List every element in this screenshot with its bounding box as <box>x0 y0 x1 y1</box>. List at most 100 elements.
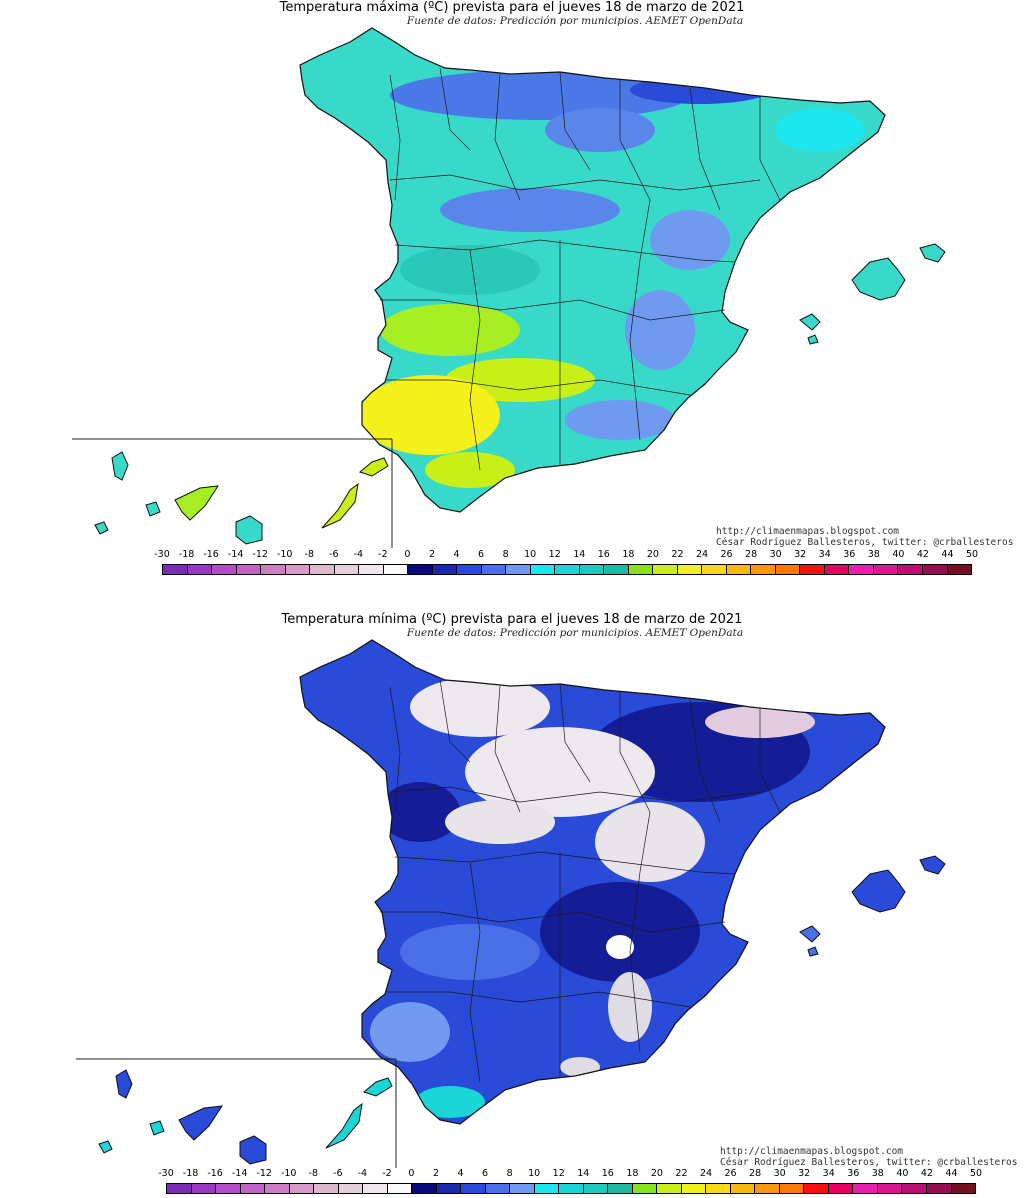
legend-swatch <box>902 1184 927 1193</box>
legend-swatch <box>726 565 752 574</box>
legend-label: 42 <box>920 1168 933 1179</box>
mainland-spain-min <box>300 640 885 1124</box>
legend-label: 42 <box>916 549 929 560</box>
legend-swatch <box>187 565 213 574</box>
legend-label: 24 <box>695 549 709 560</box>
min-map-title: Temperatura mínima (ºC) prevista para el… <box>281 612 743 627</box>
legend-label: -4 <box>357 1168 368 1179</box>
spain-coastline-max <box>299 27 886 513</box>
legend-swatch <box>608 1184 633 1193</box>
legend-label: -16 <box>203 549 219 560</box>
legend-swatch <box>314 1184 339 1193</box>
legend-swatch <box>163 565 188 574</box>
mainland-spain-max <box>300 28 885 512</box>
legend-label: 44 <box>945 1168 958 1179</box>
spain-coastline-min <box>299 639 886 1125</box>
legend-swatch <box>289 1184 315 1193</box>
legend-swatch <box>775 565 801 574</box>
legend-swatch <box>461 1184 486 1193</box>
legend-swatch <box>387 1184 413 1193</box>
legend-swatch <box>779 1184 805 1193</box>
legend-swatch <box>583 1184 609 1193</box>
legend-swatch <box>824 565 850 574</box>
legend-swatch <box>457 565 482 574</box>
legend-swatch <box>800 565 825 574</box>
legend-swatch <box>751 565 776 574</box>
legend-label: -12 <box>252 549 268 560</box>
legend-label: 20 <box>646 549 659 560</box>
legend-swatch <box>485 1184 511 1193</box>
legend-swatch <box>432 565 458 574</box>
legend-swatch <box>926 1184 952 1193</box>
legend-label: 10 <box>524 549 537 560</box>
legend-label: 18 <box>622 549 635 560</box>
legend-label: 12 <box>552 1168 565 1179</box>
legend-label: -30 <box>154 549 170 560</box>
legend-swatch <box>506 565 531 574</box>
legend-swatch <box>657 1184 682 1193</box>
legend-swatch <box>898 565 923 574</box>
legend-label: -8 <box>304 549 315 560</box>
min-temperature-panel: Temperatura mínima (ºC) prevista para el… <box>0 612 1024 1198</box>
legend-label: 22 <box>671 549 684 560</box>
max-map-title: Temperatura máxima (ºC) prevista para el… <box>279 0 745 15</box>
legend-swatch <box>236 565 262 574</box>
legend-label: 8 <box>502 549 509 560</box>
legend-label: 2 <box>428 549 436 560</box>
max-temperature-panel: Temperatura máxima (ºC) prevista para el… <box>0 0 1024 590</box>
legend-label: 2 <box>432 1168 440 1179</box>
province-borders-max <box>380 67 781 471</box>
legend-label: -2 <box>378 549 388 560</box>
credit-author: César Rodríguez Ballesteros, twitter: @c… <box>720 1157 1018 1168</box>
legend-swatch <box>383 565 409 574</box>
legend-label: 34 <box>822 1168 835 1179</box>
legend-color-bar <box>166 1183 976 1194</box>
legend-label: 6 <box>478 549 485 560</box>
legend-swatch <box>604 565 629 574</box>
legend-label: -16 <box>207 1168 223 1179</box>
legend-label: 28 <box>745 549 758 560</box>
legend-label: -18 <box>182 1168 199 1179</box>
legend-swatch <box>877 1184 903 1193</box>
legend-swatch <box>534 1184 560 1193</box>
legend-swatch <box>510 1184 535 1193</box>
legend-label: 44 <box>941 549 954 560</box>
legend-label: 32 <box>798 1168 811 1179</box>
legend-label: -4 <box>353 549 364 560</box>
legend-label: 6 <box>482 1168 489 1179</box>
canary-inset-max <box>72 438 393 548</box>
legend-swatch <box>951 1184 976 1193</box>
legend-label: 16 <box>597 549 610 560</box>
legend-swatch <box>191 1184 217 1193</box>
legend-swatch <box>240 1184 266 1193</box>
legend-label: -18 <box>178 549 195 560</box>
legend-swatch <box>849 565 874 574</box>
legend-label: -14 <box>227 549 244 560</box>
legend-label: 30 <box>773 1168 786 1179</box>
legend-label: 40 <box>896 1168 909 1179</box>
legend-swatch <box>261 565 286 574</box>
credit-url: http://climaenmapas.blogspot.com <box>720 1146 904 1157</box>
legend-label: 14 <box>577 1168 590 1179</box>
legend-swatch <box>285 565 311 574</box>
max-temperature-map <box>72 27 946 548</box>
legend-swatch <box>828 1184 854 1193</box>
legend-swatch <box>408 565 433 574</box>
legend-swatch <box>947 565 972 574</box>
legend-swatch <box>481 565 507 574</box>
legend-swatch <box>628 565 654 574</box>
legend-swatch <box>653 565 678 574</box>
legend-swatch <box>412 1184 437 1193</box>
legend-swatch <box>555 565 580 574</box>
max-map-credits: http://climaenmapas.blogspot.com César R… <box>716 526 1013 548</box>
legend-swatch <box>853 1184 878 1193</box>
legend-color-bar <box>162 564 972 575</box>
legend-labels: -30 -18 -16 -14 -12 -10 -8 -6 -4 -2 0 2 4 6 8 10 12 14 16 1… <box>154 549 978 563</box>
legend-label: 8 <box>506 1168 513 1179</box>
legend-swatch <box>436 1184 462 1193</box>
legend-swatch <box>310 565 335 574</box>
legend-swatch <box>559 1184 584 1193</box>
legend-swatch <box>359 565 384 574</box>
legend-label: -30 <box>158 1168 174 1179</box>
legend-label: 38 <box>867 549 880 560</box>
